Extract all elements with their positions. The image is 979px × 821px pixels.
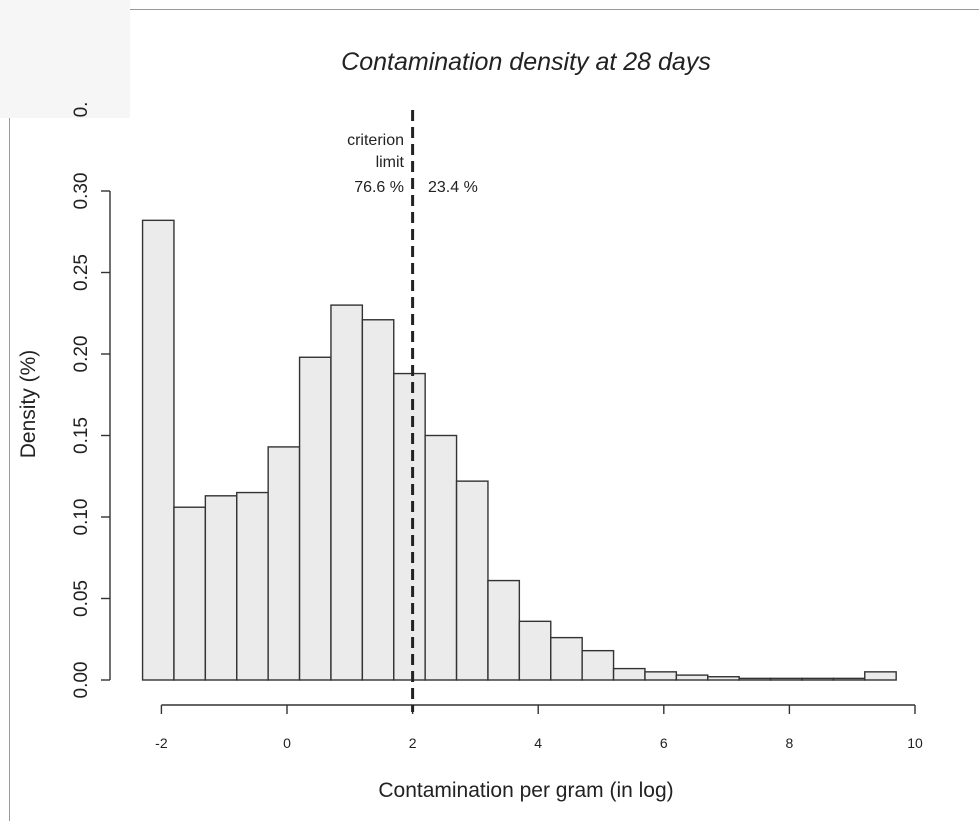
- frame-top-border: [130, 9, 979, 10]
- histogram-bar: [675, 674, 709, 681]
- x-tick-label: 8: [786, 735, 794, 751]
- histogram-bar: [644, 671, 678, 681]
- histogram-bar: [204, 495, 238, 681]
- y-tick-label: 0.20: [71, 336, 92, 373]
- histogram-bar: [236, 491, 269, 681]
- y-tick-label: 0.30: [71, 173, 92, 210]
- criterion-label-line2: limit: [376, 154, 405, 171]
- frame-corner-overlay: [0, 0, 130, 118]
- chart-title: Contamination density at 28 days: [341, 48, 711, 76]
- x-tick-label: -2: [155, 735, 168, 751]
- y-tick-label: 0.15: [71, 417, 92, 454]
- y-tick-label: 0.05: [71, 580, 92, 617]
- criterion-left-percent: 76.6 %: [354, 179, 404, 196]
- x-tick-label: 4: [534, 735, 542, 751]
- histogram-bar: [769, 677, 803, 681]
- criterion-label-line1: criterion: [347, 132, 404, 149]
- x-tick-label: 6: [660, 735, 668, 751]
- y-tick-label: 0.: [71, 102, 92, 118]
- histogram-bar: [550, 636, 583, 681]
- x-tick-label: 2: [409, 735, 417, 751]
- histogram-bar: [487, 579, 521, 681]
- histogram-bar: [361, 319, 395, 681]
- histogram-bar: [141, 219, 175, 681]
- histogram-bar: [267, 446, 301, 681]
- histogram-bar: [455, 480, 489, 681]
- y-tick-label: 0.10: [71, 499, 92, 536]
- y-axis-label: Density (%): [17, 350, 40, 459]
- histogram-bar: [832, 677, 866, 681]
- x-axis: -2 0 2 4 6 8 10: [155, 704, 923, 751]
- criterion-right-percent: 23.4 %: [428, 179, 478, 196]
- y-axis: 0.00 0.05 0.10 0.15 0.20 0.25 0.30 0.: [71, 102, 111, 699]
- histogram-bar: [612, 667, 646, 681]
- histogram-bar: [738, 677, 772, 681]
- histogram-bar: [298, 356, 332, 681]
- x-tick-label: 10: [907, 735, 923, 751]
- histogram-bar: [173, 506, 207, 681]
- x-axis-label: Contamination per gram (in log): [378, 779, 673, 802]
- histogram-bar: [518, 620, 552, 681]
- histogram-bar: [424, 434, 458, 681]
- histogram-bar: [330, 304, 364, 681]
- histogram-bar: [393, 372, 426, 681]
- histogram-bar: [864, 671, 897, 681]
- histogram-bar: [581, 649, 615, 681]
- histogram-bar: [801, 677, 835, 681]
- frame-left-border: [9, 118, 10, 821]
- x-tick-label: 0: [283, 735, 291, 751]
- histogram-bar: [707, 676, 740, 681]
- y-tick-label: 0.00: [71, 662, 92, 699]
- y-tick-label: 0.25: [71, 254, 92, 291]
- bars-group: [141, 219, 897, 681]
